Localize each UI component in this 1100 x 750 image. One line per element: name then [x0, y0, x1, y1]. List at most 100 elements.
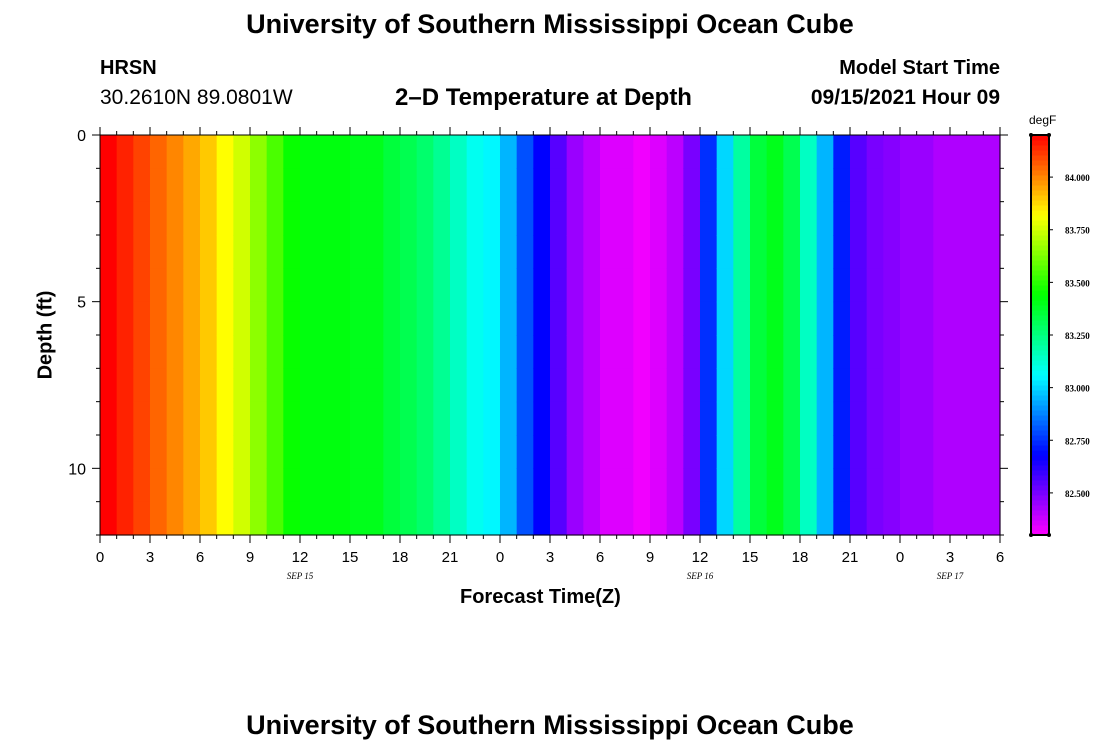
colorbar-tick-label: 82.750 — [1065, 436, 1090, 446]
heatmap-cell — [416, 335, 434, 369]
y-tick-label: 10 — [68, 461, 86, 478]
heatmap-cell — [650, 268, 668, 303]
heatmap-cell — [133, 468, 151, 503]
heatmap-cell — [233, 201, 251, 236]
heatmap-cell — [716, 268, 734, 303]
heatmap-cell — [933, 235, 951, 269]
heatmap-cell — [916, 501, 934, 536]
heatmap-cell — [216, 335, 234, 369]
heatmap-cell — [216, 368, 234, 403]
station-coordinates: 30.2610N 89.0801W — [100, 86, 293, 109]
heatmap-cell — [366, 201, 384, 236]
heatmap-cell — [200, 301, 218, 336]
heatmap-cell — [866, 301, 884, 336]
heatmap-cell — [633, 301, 651, 336]
heatmap-cell — [533, 201, 551, 236]
heatmap-cell — [316, 201, 334, 236]
x-tick-label: 18 — [792, 549, 809, 566]
heatmap-cell — [700, 335, 718, 369]
heatmap-cell — [416, 368, 434, 403]
heatmap-cell — [600, 368, 618, 403]
heatmap-cell — [900, 235, 918, 269]
heatmap-cell — [350, 368, 368, 403]
heatmap-cell — [983, 368, 1001, 403]
heatmap-cell — [750, 468, 768, 503]
colorbar-swatch — [1031, 350, 1049, 356]
heatmap-cell — [883, 135, 901, 169]
heatmap-cell — [200, 468, 218, 503]
heatmap-cell — [583, 135, 601, 169]
heatmap-cell — [316, 501, 334, 536]
colorbar-swatch — [1031, 310, 1049, 316]
heatmap-cell — [700, 401, 718, 436]
heatmap-cell — [483, 268, 501, 303]
heatmap-cell — [533, 368, 551, 403]
x-tick-label: 12 — [292, 549, 309, 566]
heatmap-cell — [733, 501, 751, 536]
heatmap-cell — [466, 201, 484, 236]
heatmap-cell — [800, 368, 818, 403]
heatmap-cell — [633, 168, 651, 203]
colorbar-swatch — [1031, 250, 1049, 256]
heatmap-cell — [866, 201, 884, 236]
heatmap-cell — [383, 168, 401, 203]
colorbar-swatch — [1031, 155, 1049, 161]
heatmap-cell — [866, 235, 884, 269]
heatmap-cell — [833, 335, 851, 369]
heatmap-cell — [566, 501, 584, 536]
heatmap-cell — [966, 401, 984, 436]
heatmap-cell — [533, 335, 551, 369]
heatmap-cell — [316, 301, 334, 336]
heatmap-cell — [733, 168, 751, 203]
heatmap-cell — [416, 268, 434, 303]
heatmap-cell — [716, 368, 734, 403]
heatmap-cell — [116, 368, 134, 403]
heatmap-cell — [950, 335, 968, 369]
heatmap-cell — [783, 368, 801, 403]
heatmap-cell — [866, 135, 884, 169]
heatmap-cell — [500, 135, 518, 169]
heatmap-cell — [516, 201, 534, 236]
colorbar-swatch — [1031, 285, 1049, 291]
colorbar-swatch — [1031, 275, 1049, 281]
heatmap-cell — [483, 468, 501, 503]
heatmap-cell — [283, 401, 301, 436]
heatmap-cell — [116, 435, 134, 469]
heatmap-cell — [200, 401, 218, 436]
heatmap-cell — [333, 435, 351, 469]
heatmap-cell — [333, 268, 351, 303]
heatmap-cell — [283, 168, 301, 203]
heatmap-cell — [683, 235, 701, 269]
heatmap-cell — [233, 501, 251, 536]
heatmap-cell — [933, 435, 951, 469]
heatmap-cell — [600, 401, 618, 436]
heatmap-cell — [200, 201, 218, 236]
heatmap-cell — [400, 368, 418, 403]
colorbar-swatch — [1031, 260, 1049, 266]
heatmap-cell — [283, 235, 301, 269]
heatmap-cell — [900, 368, 918, 403]
heatmap-cell — [966, 301, 984, 336]
heatmap-cell — [683, 435, 701, 469]
heatmap-cell — [183, 368, 201, 403]
heatmap-cell — [600, 235, 618, 269]
heatmap-cell — [266, 235, 284, 269]
heatmap-cell — [500, 168, 518, 203]
heatmap-cell — [533, 268, 551, 303]
heatmap-cell — [100, 168, 118, 203]
heatmap-cell — [316, 401, 334, 436]
heatmap-cell — [700, 201, 718, 236]
colorbar-swatch — [1031, 500, 1049, 506]
x-tick-label: 6 — [196, 549, 204, 566]
heatmap-cell — [566, 268, 584, 303]
heatmap-cell — [750, 301, 768, 336]
heatmap-cell — [333, 168, 351, 203]
heatmap-cell — [400, 435, 418, 469]
heatmap-cell — [633, 201, 651, 236]
heatmap-cell — [383, 501, 401, 536]
heatmap-cell — [483, 168, 501, 203]
heatmap-cell — [716, 135, 734, 169]
heatmap-cell — [633, 401, 651, 436]
heatmap-cell — [366, 335, 384, 369]
heatmap-cell — [383, 268, 401, 303]
